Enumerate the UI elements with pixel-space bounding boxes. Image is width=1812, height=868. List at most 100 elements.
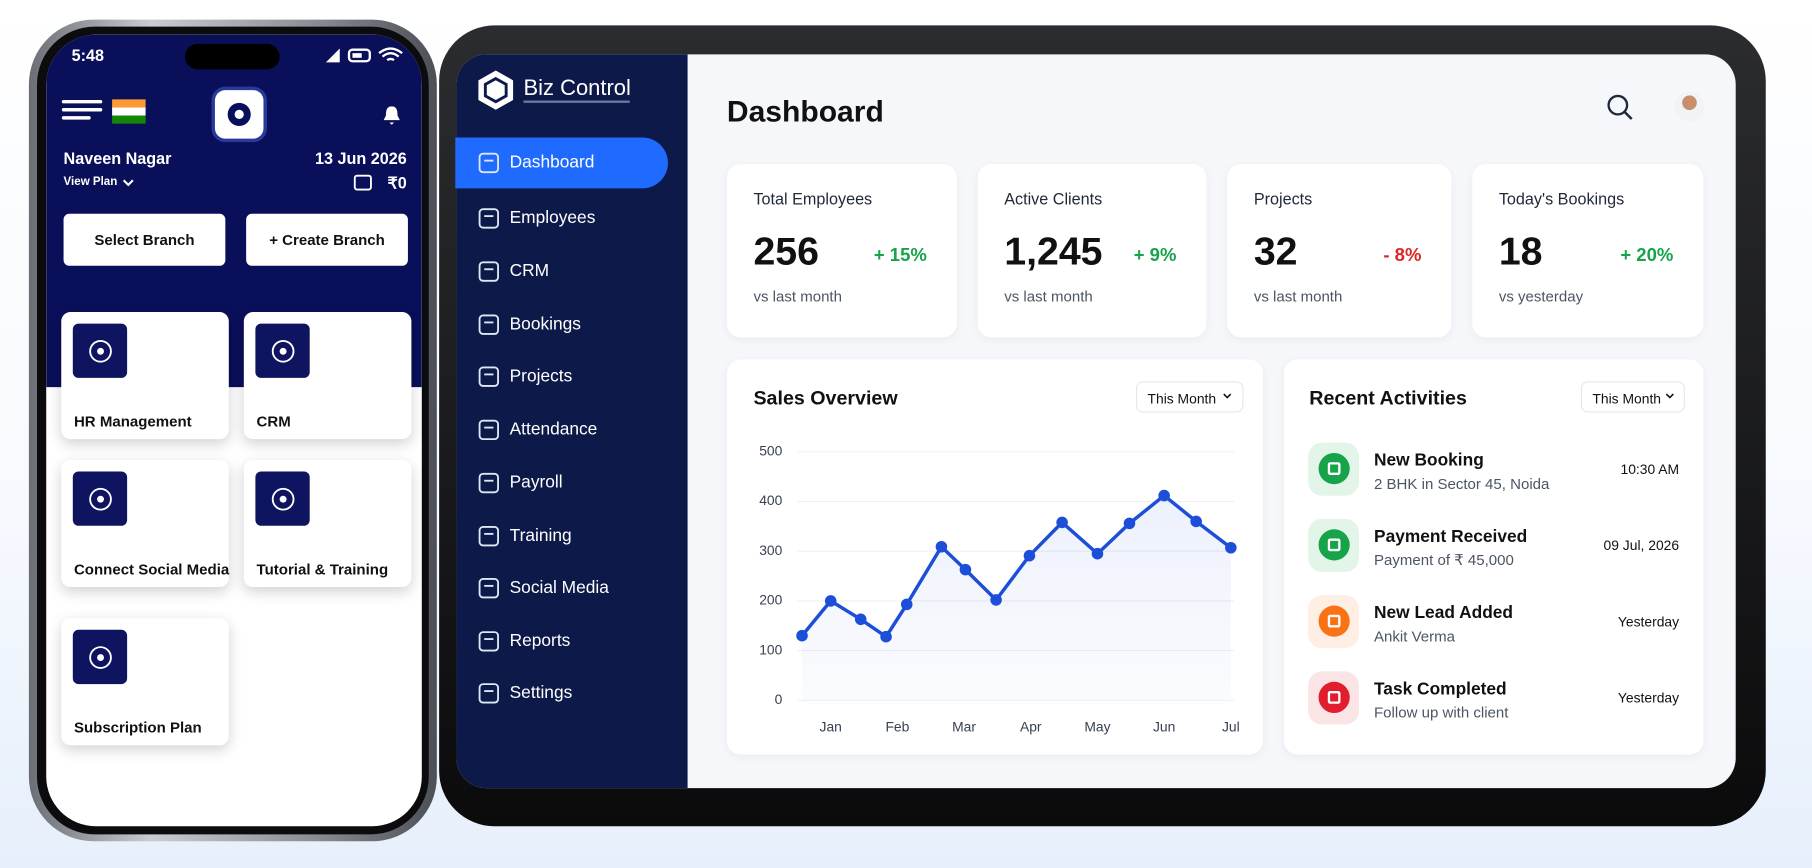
- stat-card: Today's Bookings 18 + 20% vs yesterday: [1472, 164, 1704, 338]
- glyph: [89, 487, 112, 511]
- chart-filter[interactable]: This Month: [1135, 381, 1244, 413]
- tile-label: Subscription Plan: [73, 718, 202, 737]
- tile-label: CRM: [256, 412, 291, 430]
- y-tick-label: 0: [775, 691, 783, 707]
- stat-note: vs last month: [1253, 287, 1343, 306]
- feature-tile[interactable]: HR Management: [61, 312, 229, 440]
- nav-label: Attendance: [509, 419, 598, 440]
- y-tick-label: 500: [759, 442, 782, 458]
- status-icons: [325, 47, 403, 63]
- stat-label: Total Employees: [753, 189, 873, 209]
- chevron: [1223, 393, 1232, 399]
- nav-icon: [478, 261, 499, 282]
- nav-icon: [478, 366, 499, 387]
- activities-filter-chevron: [1665, 393, 1674, 399]
- stat-card: Projects 32 - 8% vs last month: [1227, 164, 1452, 338]
- gear-hole: [234, 109, 244, 120]
- nav-icon: [478, 208, 499, 229]
- activity-icon: [1318, 529, 1350, 561]
- feature-tile[interactable]: CRM: [243, 312, 412, 440]
- glyph: [271, 339, 295, 363]
- bell: [383, 106, 400, 125]
- tile-label: Connect Social Media: [73, 560, 230, 578]
- stat-card: Total Employees 256 + 15% vs last month: [726, 164, 957, 338]
- activity-detail: Ankit Verma: [1374, 627, 1456, 645]
- activity-detail: Follow up with client: [1374, 703, 1509, 722]
- point: [1158, 489, 1170, 502]
- activities-filter-label: This Month: [1592, 390, 1662, 407]
- stat-change: + 15%: [873, 246, 927, 266]
- point: [1123, 517, 1136, 530]
- glyph: [89, 646, 112, 669]
- point: [1225, 541, 1237, 554]
- nav-label: Projects: [509, 366, 573, 386]
- chart: 0 100 200 300 400 500 Jan Feb Mar Apr May Jun Jul: [759, 442, 1240, 735]
- chart-title: Sales Overview: [753, 387, 898, 410]
- nav-icon: [478, 314, 499, 335]
- activity-icon: [1318, 452, 1350, 485]
- nav-label: Training: [509, 525, 572, 546]
- stat-note: vs last month: [753, 287, 842, 306]
- activity-title: Task Completed: [1374, 679, 1507, 700]
- point: [1091, 547, 1104, 560]
- view-plan: View Plan: [63, 175, 118, 189]
- feature-tile[interactable]: Subscription Plan: [61, 618, 229, 746]
- stat-value: 18: [1498, 229, 1543, 274]
- status-time: 5:48: [71, 46, 105, 65]
- glyph-dot: [97, 347, 105, 355]
- phone-button[interactable]: + Create Branch: [246, 213, 408, 266]
- phone-button-label: + Create Branch: [269, 231, 385, 249]
- wallet-icon: [353, 174, 372, 191]
- activity-title: Payment Received: [1374, 526, 1528, 547]
- point: [959, 563, 972, 576]
- menu-icon: [61, 99, 103, 120]
- glyph-dot: [97, 495, 105, 503]
- y-tick-label: 400: [759, 492, 782, 508]
- wallet-balance: ₹0: [387, 173, 407, 192]
- nav-icon: [478, 578, 499, 599]
- tile-icon-glyph: [89, 487, 112, 511]
- feature-tile[interactable]: Tutorial & Training: [243, 459, 412, 588]
- chart-filter-label: This Month: [1147, 390, 1217, 407]
- glyph-dot: [97, 654, 105, 662]
- brand-logo: [478, 70, 514, 110]
- activity-time: Yesterday: [1617, 613, 1680, 630]
- nav-glyph: [478, 472, 499, 494]
- stat-value: 1,245: [1004, 229, 1103, 274]
- logo-hex: [478, 70, 514, 110]
- brand-tagline: [523, 100, 630, 103]
- x-tick-label: Jun: [1153, 719, 1175, 735]
- activity-icon-glyph: [1327, 462, 1341, 475]
- stat-label: Projects: [1253, 189, 1313, 209]
- flag-green: [112, 115, 146, 124]
- point: [1190, 515, 1202, 528]
- phone-notch: [184, 43, 280, 70]
- x-tick-label: Jan: [820, 719, 842, 735]
- phone-button[interactable]: Select Branch: [63, 213, 226, 266]
- nav-icon: [478, 631, 499, 652]
- activity-time: 10:30 AM: [1620, 461, 1680, 478]
- date: 13 Jun 2026: [315, 149, 407, 168]
- flag-saffron: [112, 99, 146, 108]
- nav-label: Bookings: [509, 314, 581, 334]
- glyph: [89, 339, 112, 363]
- nav-active: [455, 137, 668, 189]
- tile-icon-glyph: [89, 339, 112, 363]
- chevron: [1665, 393, 1674, 399]
- stat-change: + 9%: [1133, 246, 1177, 266]
- view-plan-chevron: [122, 179, 134, 187]
- x-tick-label: Jul: [1222, 719, 1240, 735]
- activity-title: New Booking: [1374, 450, 1484, 471]
- nav-glyph: [478, 152, 499, 174]
- stat-label: Active Clients: [1004, 189, 1103, 209]
- glyph-dot: [279, 347, 287, 355]
- activities-card: [1283, 359, 1704, 755]
- point: [796, 629, 808, 642]
- activity-time: 09 Jul, 2026: [1603, 537, 1680, 554]
- feature-tile[interactable]: Connect Social Media: [61, 459, 230, 588]
- stat-label: Today's Bookings: [1498, 189, 1625, 209]
- nav-label: Dashboard: [509, 152, 595, 173]
- activities-filter[interactable]: This Month: [1580, 381, 1685, 413]
- point: [990, 594, 1002, 606]
- stat-change: + 20%: [1620, 246, 1674, 266]
